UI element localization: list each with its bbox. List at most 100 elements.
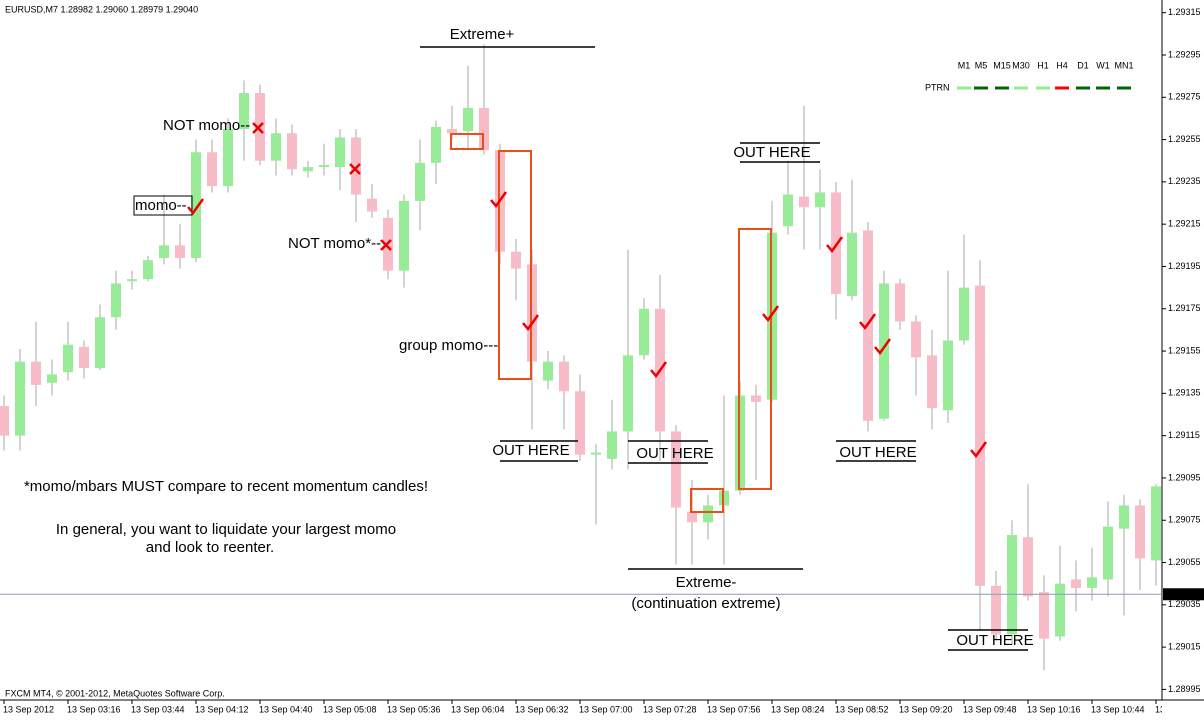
timeframe-label: MN1 (1114, 60, 1133, 70)
candle-body (751, 395, 761, 402)
x-tick-label: 13 Sep 06:04 (451, 704, 505, 714)
candle-body (1055, 583, 1065, 637)
x-tick-label: 13 Sep 10:44 (1091, 704, 1145, 714)
bid-label: 1.29040 (1166, 589, 1199, 599)
x-tick-label: 13 Sep 09:48 (963, 704, 1017, 714)
x-tick-label: 13 Sep 03:44 (131, 704, 185, 714)
candle-body (175, 245, 185, 259)
x-tick-label: 13 Sep 2012 (3, 704, 54, 714)
x-tick-label: 13 Sep 11:12 (1155, 704, 1204, 714)
candle-body (911, 321, 921, 358)
x-tick-label: 13 Sep 03:16 (67, 704, 121, 714)
candle-body (303, 167, 313, 172)
bid-label-bg (1163, 588, 1204, 601)
marker-icons (187, 122, 988, 459)
annotation: Extreme- (676, 574, 737, 591)
check-icon (826, 236, 844, 254)
candle-body (159, 245, 169, 259)
y-tick-label: 1.29015 (1168, 642, 1201, 652)
candle-body (319, 164, 329, 168)
candle-body (1103, 526, 1113, 580)
y-tick-label: 1.29095 (1168, 472, 1201, 482)
candle-body (1135, 505, 1145, 559)
candle-body (671, 431, 681, 508)
candle-body (63, 344, 73, 373)
candle-body (31, 361, 41, 385)
candle-body (895, 283, 905, 322)
x-tick-label: 13 Sep 07:56 (707, 704, 761, 714)
timeframe-label: D1 (1077, 60, 1089, 70)
x-tick-label: 13 Sep 08:52 (835, 704, 889, 714)
annotation: (continuation extreme) (631, 595, 780, 612)
annotation: group momo--- (399, 337, 498, 354)
candle-body (111, 283, 121, 318)
y-tick-label: 1.29135 (1168, 388, 1201, 398)
annotation: OUT HERE (636, 445, 713, 462)
candle-body (79, 346, 89, 368)
candle-body (879, 283, 889, 419)
candle-body (975, 285, 985, 586)
candle-body (607, 431, 617, 459)
x-tick-label: 13 Sep 05:08 (323, 704, 377, 714)
candle-body (799, 196, 809, 208)
chart-header: EURUSD,M7 1.28982 1.29060 1.28979 1.2904… (5, 4, 198, 14)
candle-body (1119, 505, 1129, 529)
check-icon (762, 305, 780, 323)
y-tick-label: 1.29315 (1168, 7, 1201, 17)
candle-body (591, 452, 601, 455)
candle-body (927, 355, 937, 409)
candle-body (703, 505, 713, 523)
check-icon (187, 198, 205, 216)
candle-body (1071, 579, 1081, 588)
annotation: and look to reenter. (146, 539, 274, 556)
check-icon (490, 191, 508, 209)
check-icon (970, 441, 988, 459)
timeframe-label: H1 (1037, 60, 1049, 70)
y-tick-label: 1.29155 (1168, 345, 1201, 355)
candle-body (239, 93, 249, 130)
candle-body (95, 317, 105, 368)
highlight-boxes (450, 133, 772, 513)
annotation: OUT HERE (492, 442, 569, 459)
candle-body (223, 129, 233, 187)
annotation: OUT HERE (956, 632, 1033, 649)
annotation: NOT momo*-- (288, 235, 381, 252)
x-tick-label: 13 Sep 07:00 (579, 704, 633, 714)
candle-body (815, 192, 825, 208)
candle-body (511, 251, 521, 269)
y-tick-label: 1.29235 (1168, 176, 1201, 186)
candle-body (207, 152, 217, 187)
x-tick-label: 13 Sep 06:32 (515, 704, 569, 714)
annotation: In general, you want to liquidate your l… (56, 521, 396, 538)
cross-icon (252, 122, 264, 134)
candle-body (1023, 537, 1033, 597)
check-icon (522, 314, 540, 332)
y-tick-label: 1.29115 (1168, 430, 1200, 440)
y-tick-label: 1.29195 (1168, 261, 1201, 271)
candle-body (399, 200, 409, 271)
candle-body (943, 340, 953, 411)
candle-body (415, 162, 425, 201)
x-tick-label: 13 Sep 09:20 (899, 704, 953, 714)
candle-body (575, 391, 585, 455)
candle-body (559, 361, 569, 392)
candle-body (431, 126, 441, 163)
candle-body (847, 232, 857, 297)
candle-body (367, 198, 377, 212)
candle-body (0, 406, 9, 436)
y-tick-label: 1.29255 (1168, 134, 1201, 144)
candle-body (687, 511, 697, 523)
check-icon (874, 338, 892, 356)
cross-icon (380, 239, 392, 251)
y-tick-label: 1.29175 (1168, 303, 1201, 313)
y-tick-label: 1.29275 (1168, 92, 1201, 102)
footer: FXCM MT4, © 2001-2012, MetaQuotes Softwa… (5, 688, 225, 698)
timeframe-label: M1 (958, 60, 971, 70)
candle-body (783, 194, 793, 227)
candle-body (959, 287, 969, 341)
candle-body (479, 107, 489, 151)
candle-body (143, 260, 153, 280)
annotation: *momo/mbars MUST compare to recent momen… (24, 478, 428, 495)
annotation: NOT momo-- (163, 117, 250, 134)
